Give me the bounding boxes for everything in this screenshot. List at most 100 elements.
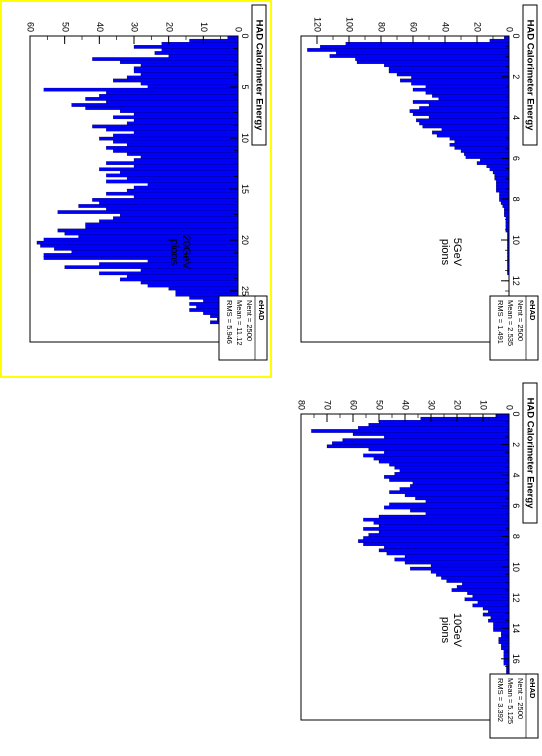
histogram-bar [106,90,239,95]
histogram-bar [411,75,510,80]
histogram-bar [363,527,510,531]
histogram-bar [106,207,239,211]
histogram-bar [441,127,510,132]
histogram-bar [140,63,239,68]
histogram-bar [378,419,510,424]
histogram-bar [85,222,239,227]
histogram-bar [168,54,239,58]
histogram-bar [147,283,239,288]
stats-rms: RMS = 3.392 [496,678,505,722]
title-box: HAD Calorimeter Energy [522,4,538,146]
x-tick-label: 10 [240,133,250,143]
x-tick-label: 6 [511,156,521,161]
histogram-bar [378,514,510,519]
histogram-bar [92,124,239,129]
histogram-bar [140,280,239,285]
histogram-bar [430,563,510,568]
histogram-bar [504,35,510,40]
histogram-bar [503,652,510,657]
histogram-bar [99,94,239,98]
x-tick-label: 5 [240,84,250,89]
histogram-bar [92,198,239,202]
histogram-bar [378,459,510,464]
y-tick-label: 80 [377,22,387,32]
histogram-bar [36,240,239,245]
histogram-panel-20gev[interactable]: 0510152025300102030405060HAD Calorimeter… [0,0,271,378]
histogram-bar [502,204,510,208]
histogram-bar [175,289,239,294]
title-box: HAD Calorimeter Energy [251,4,267,146]
x-tick-label: 10 [511,235,521,245]
x-tick-label: 0 [511,411,521,416]
histogram-bar [482,606,510,611]
histogram-bar [352,432,510,436]
histogram-bar [78,204,239,208]
y-tick-label: 120 [313,17,323,32]
histogram-bar [494,176,510,181]
stats-mean: Mean = 5.125 [506,678,515,724]
histogram-bar [412,112,510,116]
histogram-bar [410,566,510,571]
histogram-bar [106,191,239,196]
histogram-bar [394,472,510,476]
histogram-bar [460,149,510,153]
y-tick-label: 20 [473,22,483,32]
title-box-frame [251,4,267,146]
histogram-bar [504,210,510,214]
histogram-bar [496,188,510,193]
histogram-bar [428,115,510,120]
histogram-bar [147,84,239,89]
y-tick-label: 30 [130,22,140,32]
histogram-bar [394,557,510,562]
histogram-bar [415,496,510,501]
histogram-bar [412,87,510,92]
histogram-bar [464,152,510,156]
annotation-line: pions [439,617,451,644]
histogram-bar [373,456,510,461]
stats-name: eHAD [257,300,266,321]
annotation-line: 20GeV [180,235,192,270]
stats-name: eHAD [528,300,537,321]
histogram-bar [71,250,239,254]
histogram-bar [496,182,510,187]
histogram-bar [113,115,239,120]
histogram-bar [388,69,510,74]
chart-title: HAD Calorimeter Energy [524,398,535,510]
stats-mean: Mean = 2.535 [506,300,515,346]
histogram-bar [499,198,510,202]
histogram-bar [320,45,510,49]
x-tick-label: 16 [511,654,521,664]
histogram-bar [85,106,239,110]
histogram-bar [71,103,239,107]
histogram-bar [394,465,510,470]
histogram-bar [113,133,239,138]
histogram-bar [106,179,239,184]
histogram-bar [363,542,510,547]
histogram-bar [332,441,510,446]
histogram-bar [409,109,510,113]
stats-box-frame [489,673,539,739]
histogram-bar [43,253,239,257]
histogram-bar [133,66,239,71]
histogram-bar [227,35,239,40]
histogram-bar [54,247,239,251]
histogram-bar [92,57,239,61]
histogram-bar [133,185,239,190]
histogram-bar [501,646,510,651]
histogram-bar [106,100,239,104]
histogram-bar [462,582,510,586]
y-tick-label: 0 [505,27,515,32]
histogram-bar [120,213,239,217]
x-tick-label: 4 [511,473,521,478]
y-tick-label: 80 [297,400,307,410]
histogram-bar [425,511,510,516]
histogram-bar [311,429,510,433]
histogram-bar [449,142,510,147]
histogram-bar [329,54,510,58]
histogram-bar [363,536,510,540]
histogram-bar [389,502,510,507]
histogram-bar [476,161,510,165]
histogram-bar [399,468,510,473]
x-tick-label: 0 [240,33,250,38]
